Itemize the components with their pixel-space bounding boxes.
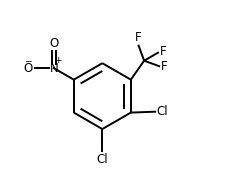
Text: +: + xyxy=(54,56,61,65)
Text: Cl: Cl xyxy=(96,153,108,166)
Text: F: F xyxy=(134,31,140,44)
Text: O: O xyxy=(24,62,33,75)
Text: F: F xyxy=(161,60,167,73)
Text: Cl: Cl xyxy=(155,105,167,118)
Text: F: F xyxy=(159,45,166,58)
Text: N: N xyxy=(49,62,58,75)
Text: −: − xyxy=(24,56,32,65)
Text: O: O xyxy=(49,37,58,50)
